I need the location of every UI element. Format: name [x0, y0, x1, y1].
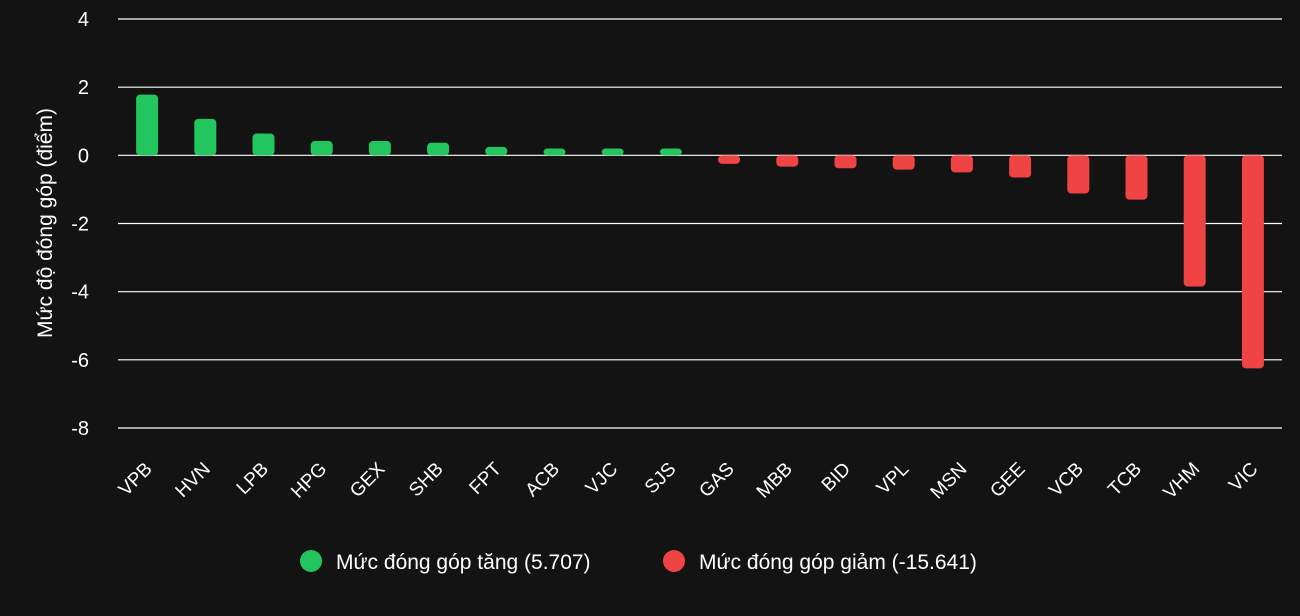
x-tick-label: HPG: [287, 459, 331, 503]
bar-vjc: [601, 148, 624, 156]
bar-vcb: [1067, 155, 1090, 194]
x-tick-label: MSN: [927, 459, 972, 504]
bar-vic: [1241, 155, 1264, 369]
bar-vpl: [892, 155, 915, 170]
legend-marker: [300, 550, 322, 572]
y-tick-label: -2: [71, 214, 89, 236]
bar-gex: [368, 141, 391, 156]
x-tick-label: HVN: [172, 459, 215, 502]
bar-bid: [834, 155, 857, 169]
x-tick-label: ACB: [522, 459, 564, 501]
bar-shb: [427, 142, 450, 156]
y-tick-labels: 4 2 0 -2 -4 -6 -8: [71, 9, 89, 440]
x-tick-label: VCB: [1045, 459, 1087, 501]
bar-vhm: [1183, 155, 1206, 287]
x-tick-label: GAS: [695, 459, 738, 502]
y-tick-label: 2: [78, 77, 89, 99]
x-tick-label: MBB: [753, 459, 797, 503]
bar-msn: [950, 155, 973, 173]
bar-acb: [543, 148, 566, 156]
y-tick-label: -4: [71, 282, 89, 304]
x-tick-label: VIC: [1225, 459, 1262, 496]
bar-lpb: [252, 133, 275, 156]
bar-gas: [718, 155, 741, 164]
x-tick-label: VPL: [873, 459, 913, 499]
bar-mbb: [776, 155, 799, 167]
x-tick-labels: VPB HVN LPB HPG GEX SHB FPT ACB VJC SJS GAS MBB BID V…: [115, 458, 1263, 503]
legend-label: Mức đóng góp tăng (5.707): [336, 551, 591, 574]
x-tick-label: VJC: [582, 459, 622, 499]
x-tick-label: VHM: [1160, 459, 1205, 504]
x-tick-label: BID: [818, 459, 855, 496]
legend-marker: [663, 550, 685, 572]
bar-layer: [136, 94, 1264, 369]
y-tick-label: -6: [71, 350, 89, 372]
x-tick-label: SJS: [641, 459, 680, 498]
grid-layer: [118, 18, 1282, 429]
x-tick-label: TCB: [1104, 459, 1146, 501]
x-tick-label: GEX: [346, 458, 389, 501]
bar-hvn: [194, 118, 217, 156]
x-tick-label: LPB: [233, 459, 273, 499]
legend: Mức đóng góp tăng (5.707) Mức đóng góp gi…: [300, 550, 977, 574]
legend-label: Mức đóng góp giảm (-15.641): [699, 551, 977, 574]
x-tick-label: GEE: [986, 459, 1029, 502]
bar-hpg: [310, 141, 333, 156]
bar-vpb: [136, 94, 159, 156]
x-tick-label: FPT: [466, 458, 507, 499]
bar-tcb: [1125, 155, 1148, 200]
y-tick-label: -8: [71, 418, 89, 440]
x-tick-label: VPB: [115, 459, 157, 501]
bar-sjs: [659, 148, 682, 156]
y-tick-label: 0: [78, 145, 89, 167]
y-axis-title: Mức độ đóng góp (điểm): [34, 108, 57, 338]
x-tick-label: SHB: [405, 459, 447, 501]
bar-gee: [1009, 155, 1032, 178]
y-tick-label: 4: [78, 9, 89, 31]
bar-fpt: [485, 146, 508, 156]
